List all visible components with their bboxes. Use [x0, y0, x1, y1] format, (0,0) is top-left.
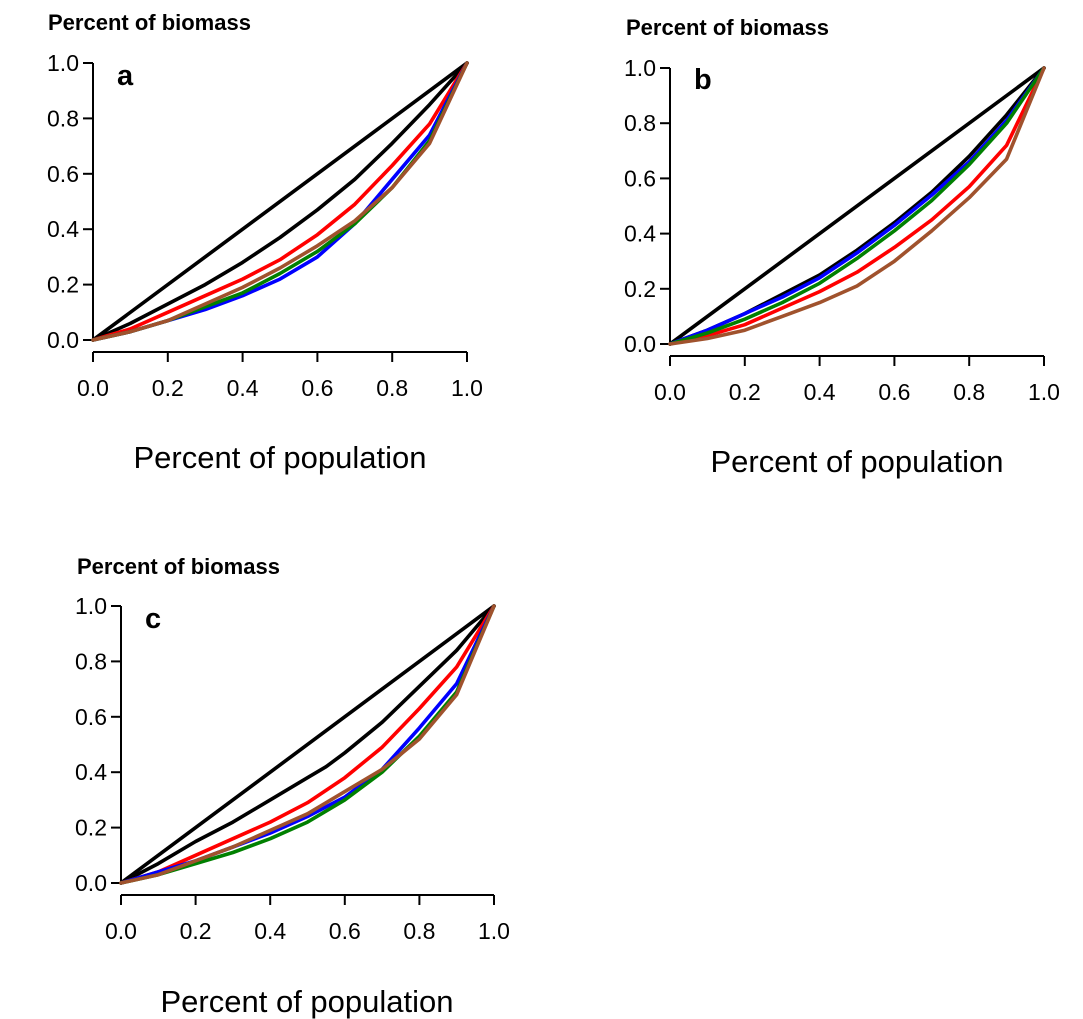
- y-tick-label: 1.0: [47, 50, 79, 76]
- x-tick-label: 0.4: [227, 375, 259, 401]
- y-tick-label: 0.2: [47, 272, 79, 298]
- x-axis-label: Percent of population: [711, 444, 1004, 479]
- y-tick-label: 0.8: [624, 110, 656, 136]
- series-line-brown-5: [668, 66, 1046, 346]
- y-tick-label: 0.4: [47, 216, 79, 242]
- y-tick-label: 0.4: [75, 759, 107, 785]
- series-line-brown-5: [119, 604, 496, 885]
- y-tick-label: 0.2: [624, 276, 656, 302]
- series-line-black-0: [119, 604, 496, 885]
- x-tick-label: 0.4: [254, 918, 286, 944]
- y-tick-label: 0.0: [47, 327, 79, 353]
- panel-a: Percent of biomass Percent of population a…: [47, 10, 483, 475]
- x-tick-label: 0.2: [152, 375, 184, 401]
- x-tick-label: 0.6: [878, 379, 910, 405]
- y-axis-label: Percent of biomass: [626, 15, 829, 40]
- series-line-blue-3: [668, 66, 1046, 346]
- y-tick-label: 0.6: [75, 704, 107, 730]
- series-line-black-0: [668, 66, 1046, 346]
- x-axis-label: Percent of population: [161, 984, 454, 1019]
- series-line-green-4: [668, 66, 1046, 346]
- x-tick-label: 0.4: [804, 379, 836, 405]
- panel-label: c: [145, 603, 161, 635]
- panel-label: a: [117, 60, 134, 92]
- y-tick-label: 0.2: [75, 815, 107, 841]
- series-line-red-2: [91, 61, 469, 342]
- y-axis-label: Percent of biomass: [48, 10, 251, 35]
- x-tick-label: 1.0: [478, 918, 510, 944]
- y-tick-label: 1.0: [75, 593, 107, 619]
- series-line-red-2: [119, 604, 496, 885]
- y-tick-label: 0.4: [624, 221, 656, 247]
- series-line-black-0: [91, 61, 469, 342]
- panel-c: Percent of biomass Percent of population c…: [75, 554, 510, 1019]
- x-tick-label: 0.6: [301, 375, 333, 401]
- series-line-black-1: [91, 61, 469, 342]
- series-line-red-2: [668, 66, 1046, 346]
- y-tick-label: 0.0: [624, 331, 656, 357]
- y-tick-label: 0.8: [47, 105, 79, 131]
- x-tick-label: 1.0: [451, 375, 483, 401]
- panel-b: Percent of biomass Percent of population b…: [624, 15, 1060, 479]
- panel-label: b: [694, 64, 712, 96]
- x-tick-label: 0.2: [180, 918, 212, 944]
- y-axis-label: Percent of biomass: [77, 554, 280, 579]
- x-axis-label: Percent of population: [134, 440, 427, 475]
- y-tick-label: 0.0: [75, 870, 107, 896]
- x-tick-label: 0.8: [376, 375, 408, 401]
- y-tick-label: 1.0: [624, 55, 656, 81]
- x-tick-label: 0.0: [654, 379, 686, 405]
- x-tick-label: 0.0: [77, 375, 109, 401]
- x-tick-label: 0.2: [729, 379, 761, 405]
- x-tick-label: 0.8: [403, 918, 435, 944]
- y-tick-label: 0.6: [47, 161, 79, 187]
- x-tick-label: 0.8: [953, 379, 985, 405]
- series-line-brown-5: [91, 61, 469, 342]
- x-tick-label: 1.0: [1028, 379, 1060, 405]
- series-line-black-1: [119, 604, 496, 885]
- x-tick-label: 0.6: [329, 918, 361, 944]
- y-tick-label: 0.8: [75, 648, 107, 674]
- y-tick-label: 0.6: [624, 165, 656, 191]
- x-tick-label: 0.0: [105, 918, 137, 944]
